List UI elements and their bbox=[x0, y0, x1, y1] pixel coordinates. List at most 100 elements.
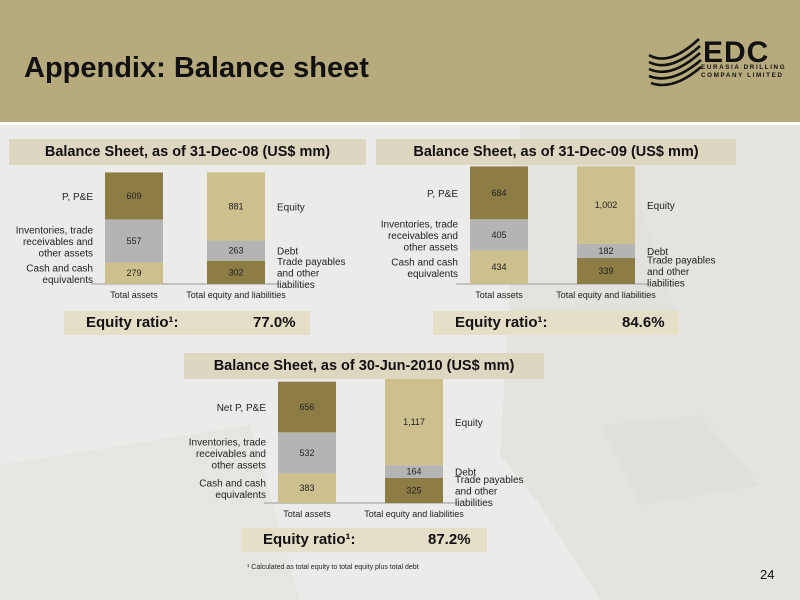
data-label: 609 bbox=[126, 191, 141, 201]
bar-segment-assets bbox=[105, 219, 163, 263]
data-label: 325 bbox=[406, 485, 421, 495]
equity-ratio-label: Equity ratio¹: bbox=[455, 314, 548, 331]
equity-ratio-box-jun10: Equity ratio¹: 87.2% bbox=[241, 528, 487, 552]
series-label: Inventories, trade bbox=[16, 225, 94, 236]
data-label: 557 bbox=[126, 236, 141, 246]
bar-segment-liabilities bbox=[385, 465, 443, 478]
logo-swoosh-icon bbox=[648, 38, 702, 87]
bar-segment-liabilities bbox=[577, 257, 635, 284]
series-label: equivalents bbox=[215, 490, 266, 501]
slide-title: Appendix: Balance sheet bbox=[24, 52, 369, 84]
equity-ratio-value: 77.0% bbox=[253, 314, 296, 331]
series-label: equivalents bbox=[407, 269, 458, 280]
series-label: Equity bbox=[277, 202, 305, 213]
logo-subtitle-line2: COMPANY LIMITED bbox=[701, 72, 784, 79]
series-label: liabilities bbox=[455, 498, 493, 509]
bar-segment-liabilities bbox=[577, 166, 635, 244]
background-decoration bbox=[0, 125, 800, 600]
chart-title-dec09: Balance Sheet, as of 31-Dec-09 (US$ mm) bbox=[376, 139, 736, 165]
series-label: other assets bbox=[39, 248, 93, 259]
series-label: other assets bbox=[404, 242, 458, 253]
data-label: 881 bbox=[228, 201, 243, 211]
chart-title-dec08: Balance Sheet, as of 31-Dec-08 (US$ mm) bbox=[9, 139, 366, 165]
data-label: 182 bbox=[598, 246, 613, 256]
chart-dec08: 279 557 609 302 263 881 Cash and cashequivalen… bbox=[16, 172, 346, 300]
data-label: 434 bbox=[491, 262, 506, 272]
bar-segment-liabilities bbox=[577, 243, 635, 258]
series-label: Cash and cash bbox=[391, 257, 458, 268]
category-label: Total assets bbox=[110, 290, 158, 300]
equity-ratio-value: 87.2% bbox=[428, 531, 471, 548]
bar-segment-liabilities bbox=[385, 477, 443, 503]
series-label: Cash and cash bbox=[199, 478, 266, 489]
bar-segment-assets bbox=[105, 262, 163, 284]
series-label: and other bbox=[455, 486, 498, 497]
footnote: ¹ Calculated as total equity to total eq… bbox=[247, 564, 419, 571]
series-label: Inventories, trade bbox=[381, 219, 459, 230]
bar-segment-assets bbox=[105, 172, 163, 220]
data-label: 1,002 bbox=[595, 200, 618, 210]
bar-segment-liabilities bbox=[207, 240, 265, 261]
bar-segment-assets bbox=[278, 381, 336, 433]
bar-segment-liabilities bbox=[207, 172, 265, 241]
series-label: other assets bbox=[212, 460, 266, 471]
series-label: P, P&E bbox=[62, 192, 93, 203]
series-label: and other bbox=[277, 268, 320, 279]
page-number: 24 bbox=[760, 567, 775, 582]
series-label: receivables and bbox=[23, 237, 93, 248]
data-label: 164 bbox=[406, 467, 421, 477]
data-label: 302 bbox=[228, 267, 243, 277]
bar-segment-liabilities bbox=[385, 379, 443, 466]
category-label: Total equity and liabilities bbox=[186, 290, 286, 300]
data-label: 405 bbox=[491, 230, 506, 240]
series-label: and other bbox=[647, 267, 690, 278]
category-label: Total equity and liabilities bbox=[556, 290, 656, 300]
series-label: Cash and cash bbox=[26, 263, 93, 274]
category-label: Total equity and liabilities bbox=[364, 509, 464, 519]
bar-segment-liabilities bbox=[207, 260, 265, 284]
series-label: liabilities bbox=[647, 278, 685, 289]
bar-segment-assets bbox=[470, 219, 528, 251]
series-label: Debt bbox=[277, 247, 298, 258]
series-label: Trade payables bbox=[455, 475, 524, 486]
equity-ratio-box-dec09: Equity ratio¹: 84.6% bbox=[433, 311, 679, 335]
category-label: Total assets bbox=[475, 290, 523, 300]
bar-segment-assets bbox=[470, 250, 528, 284]
series-label: P, P&E bbox=[427, 189, 458, 200]
data-label: 532 bbox=[299, 448, 314, 458]
data-label: 1,117 bbox=[403, 417, 425, 427]
data-label: 279 bbox=[126, 268, 141, 278]
series-label: Trade payables bbox=[277, 257, 346, 268]
equity-ratio-label: Equity ratio¹: bbox=[86, 314, 179, 331]
chart-title-jun10: Balance Sheet, as of 30-Jun-2010 (US$ mm… bbox=[184, 353, 544, 379]
series-label: Equity bbox=[647, 201, 675, 212]
data-label: 339 bbox=[598, 266, 613, 276]
data-label: 383 bbox=[299, 483, 314, 493]
chart-dec09: 434 405 684 339 182 1,002 Cash and cashequival… bbox=[381, 166, 716, 300]
series-label: equivalents bbox=[42, 275, 93, 286]
logo-wordmark: EDC bbox=[703, 36, 770, 69]
bar-segment-assets bbox=[278, 432, 336, 474]
logo-subtitle-line1: EURASIA DRILLING bbox=[701, 64, 787, 71]
bar-segment-assets bbox=[278, 473, 336, 503]
series-label: Net P, P&E bbox=[217, 403, 267, 414]
equity-ratio-value: 84.6% bbox=[622, 314, 665, 331]
data-label: 656 bbox=[299, 402, 314, 412]
series-label: Debt bbox=[647, 247, 668, 258]
category-label: Total assets bbox=[283, 509, 331, 519]
header-rule bbox=[0, 122, 800, 125]
equity-ratio-label: Equity ratio¹: bbox=[263, 531, 356, 548]
series-label: liabilities bbox=[277, 280, 315, 291]
data-label: 684 bbox=[491, 188, 506, 198]
series-label: Equity bbox=[455, 418, 483, 429]
series-label: receivables and bbox=[388, 231, 458, 242]
header-band bbox=[0, 0, 800, 122]
series-label: Debt bbox=[455, 468, 476, 479]
equity-ratio-box-dec08: Equity ratio¹: 77.0% bbox=[64, 311, 310, 335]
chart-jun10: 383 532 656 325 164 1,117 Cash and cashequival… bbox=[189, 379, 524, 519]
data-label: 263 bbox=[228, 246, 243, 256]
bar-segment-assets bbox=[470, 166, 528, 220]
series-label: Trade payables bbox=[647, 255, 716, 266]
series-label: Inventories, trade bbox=[189, 437, 267, 448]
series-label: receivables and bbox=[196, 449, 266, 460]
